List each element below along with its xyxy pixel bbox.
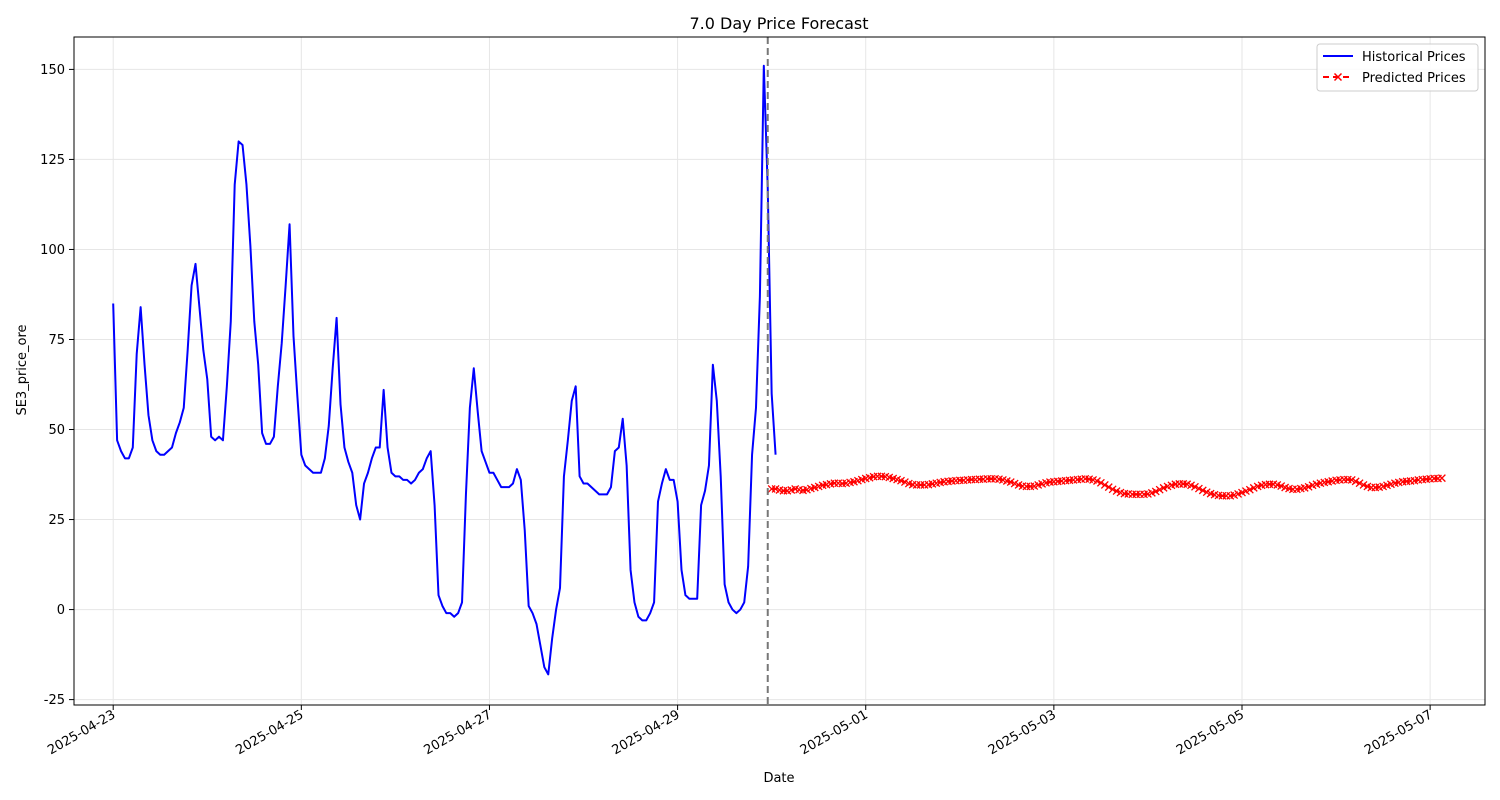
- predicted-point-marker: [1355, 479, 1364, 488]
- legend-box: [1316, 43, 1479, 92]
- grid-layer: [74, 37, 1485, 705]
- x-tick-label: 2025-04-27: [422, 707, 495, 758]
- predicted-point-marker: [1194, 484, 1203, 493]
- y-tick-label: 100: [40, 243, 65, 258]
- plot-frame: [73, 36, 1486, 706]
- x-tick-label: 2025-05-07: [1362, 707, 1435, 758]
- y-tick-label: -25: [44, 693, 65, 708]
- predicted-point-marker: [1151, 487, 1160, 496]
- predicted-point-marker: [1191, 482, 1199, 491]
- legend-predicted-marker: [1333, 72, 1343, 82]
- y-tick-label: 0: [57, 603, 65, 618]
- legend-predicted-label: Predicted Prices: [1362, 71, 1466, 86]
- x-tick-label: 2025-05-01: [798, 707, 871, 758]
- y-tick-label: 25: [48, 513, 65, 528]
- y-axis-title: SE3_price_ore: [15, 324, 30, 415]
- predicted-point-marker: [1155, 485, 1164, 494]
- predicted-point-marker: [1245, 485, 1254, 494]
- x-tick-label: 2025-05-03: [986, 707, 1059, 758]
- legend-historical-label: Historical Prices: [1362, 50, 1466, 65]
- predicted-point-marker: [1198, 486, 1207, 495]
- predicted-point-marker: [1437, 474, 1446, 483]
- y-tick-label: 125: [40, 153, 65, 168]
- legend: Historical Prices Predicted Prices: [1316, 43, 1479, 92]
- x-tick-label: 2025-05-05: [1174, 707, 1247, 758]
- historical-prices-line: [112, 64, 777, 676]
- y-tick-label: 75: [48, 333, 65, 348]
- y-tick-label: 150: [40, 63, 65, 78]
- predicted-point-marker: [1100, 481, 1109, 489]
- predicted-point-marker: [1093, 477, 1101, 485]
- x-tick-label: 2025-04-29: [610, 707, 683, 758]
- predicted-point-marker: [1096, 478, 1105, 487]
- predicted-point-marker: [1108, 485, 1117, 494]
- x-tick-label: 2025-04-23: [45, 707, 118, 758]
- predicted-point-marker: [1104, 483, 1113, 492]
- y-tick-label: 50: [48, 423, 65, 438]
- x-axis-title: Date: [763, 771, 794, 786]
- data-layer: [112, 37, 1446, 705]
- x-tick-label: 2025-04-25: [233, 707, 306, 758]
- predicted-point-marker: [1351, 477, 1360, 486]
- chart-title: 7.0 Day Price Forecast: [689, 14, 868, 33]
